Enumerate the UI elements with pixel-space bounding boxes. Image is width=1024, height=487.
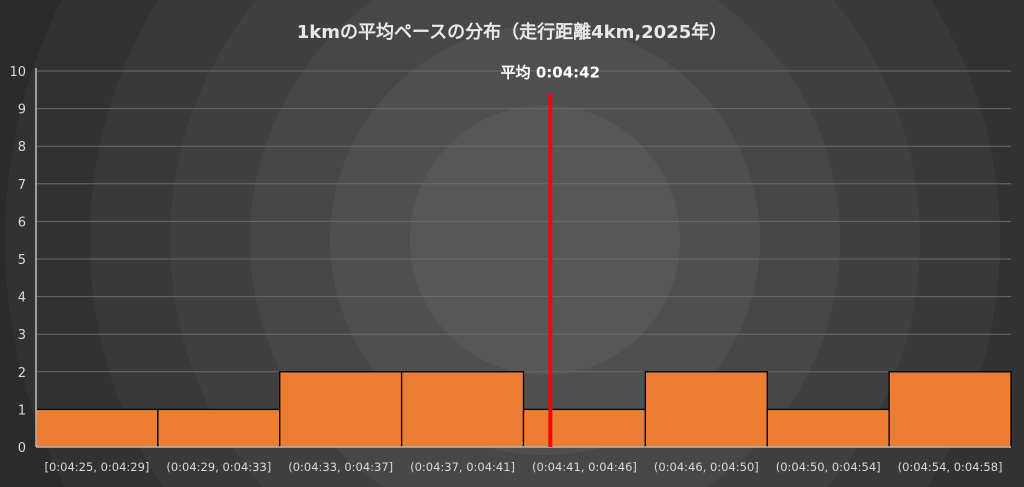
x-tick-label: (0:04:41, 0:04:46] <box>532 460 637 474</box>
y-tick-label: 10 <box>9 65 26 80</box>
y-tick-label: 9 <box>18 103 26 118</box>
x-axis-tick-labels: [0:04:25, 0:04:29] (0:04:29, 0:04:33] (0:0… <box>44 460 1002 474</box>
y-tick-label: 7 <box>18 178 26 193</box>
axes <box>35 68 1011 448</box>
y-tick-label: 0 <box>18 441 26 456</box>
average-label: 平均 0:04:42 <box>501 64 600 82</box>
y-tick-label: 4 <box>18 291 26 306</box>
x-tick-label: (0:04:54, 0:04:58] <box>898 460 1003 474</box>
average-marker: 平均 0:04:42 <box>501 64 600 447</box>
x-tick-label: [0:04:25, 0:04:29] <box>44 460 149 474</box>
y-tick-label: 1 <box>18 403 26 418</box>
histogram-bar <box>644 371 768 448</box>
gridlines <box>36 70 1011 410</box>
x-tick-label: (0:04:33, 0:04:37] <box>288 460 393 474</box>
histogram-bar <box>522 408 647 448</box>
histogram-bar <box>400 371 525 448</box>
histogram-bar <box>35 408 159 448</box>
y-tick-label: 8 <box>18 140 26 155</box>
x-tick-label: (0:04:46, 0:04:50] <box>654 460 759 474</box>
chart-title: 1kmの平均ペースの分布（走行距離4km,2025年） <box>297 21 728 43</box>
x-tick-label: (0:04:37, 0:04:41] <box>410 460 515 474</box>
histogram-bar <box>766 408 890 448</box>
bars <box>35 371 1012 448</box>
x-tick-label: (0:04:50, 0:04:54] <box>776 460 881 474</box>
x-tick-label: (0:04:29, 0:04:33] <box>166 460 271 474</box>
y-axis-tick-labels: 0 1 2 3 4 5 6 7 8 9 10 <box>9 65 26 456</box>
histogram-bar <box>157 408 281 448</box>
y-tick-label: 5 <box>18 253 26 268</box>
histogram-bar <box>279 371 403 448</box>
y-tick-label: 6 <box>18 215 26 230</box>
y-tick-label: 2 <box>18 366 26 381</box>
histogram-bar <box>888 371 1012 448</box>
y-tick-label: 3 <box>18 328 26 343</box>
